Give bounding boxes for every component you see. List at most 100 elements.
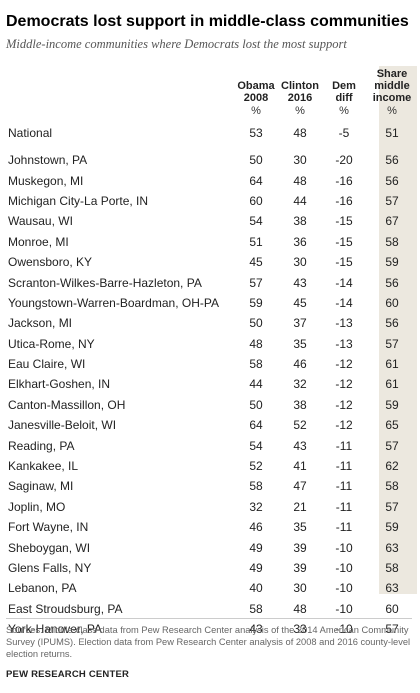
cell-obama-2008: 64 xyxy=(249,418,263,433)
name-column-header xyxy=(6,58,234,104)
row-label: Youngstown-Warren-Boardman, OH-PA xyxy=(8,295,219,310)
column-unit-label: % xyxy=(339,105,349,117)
cell-dem-diff: -15 xyxy=(335,234,353,249)
row-label: Reading, PA xyxy=(8,438,75,453)
cell-dem-diff: -10 xyxy=(335,601,353,616)
name-unit-cell xyxy=(6,104,234,122)
cell-dem-diff: -5 xyxy=(338,126,350,140)
cell-clinton-2016: 47 xyxy=(293,479,307,494)
table-row: Glens Falls, NY 49 39 -10 58 xyxy=(6,558,418,578)
chart-subtitle: Middle-income communities where Democrat… xyxy=(6,37,347,51)
cell-share-middle-income: 58 xyxy=(385,479,399,494)
row-label: Fort Wayne, IN xyxy=(8,520,89,535)
cell-share-middle-income: 62 xyxy=(385,459,399,474)
row-label: Joplin, MO xyxy=(8,499,66,514)
cell-share-middle-income: 58 xyxy=(385,561,399,575)
cell-share-middle-income: 61 xyxy=(385,377,399,392)
column-header-text: Clinton xyxy=(281,80,319,92)
column-unit-label: % xyxy=(295,105,305,117)
chart-title: Democrats lost support in middle-class c… xyxy=(6,13,409,30)
column-header-text: Obama xyxy=(237,80,275,92)
cell-clinton-2016: 41 xyxy=(293,459,307,474)
column-header-text: income xyxy=(372,92,412,104)
row-label: Scranton-Wilkes-Barre-Hazleton, PA xyxy=(8,275,202,290)
cell-share-middle-income: 67 xyxy=(385,214,399,229)
column-header-text: 2016 xyxy=(287,92,313,104)
cell-share-middle-income: 65 xyxy=(385,418,399,433)
column-header-text: diff xyxy=(335,92,353,104)
cell-obama-2008: 48 xyxy=(249,336,263,351)
cell-obama-2008: 54 xyxy=(249,438,263,453)
cell-dem-diff: -10 xyxy=(335,540,353,555)
cell-clinton-2016: 36 xyxy=(293,234,307,249)
cell-clinton-2016: 48 xyxy=(293,601,307,616)
table-row: Monroe, MI 51 36 -15 58 xyxy=(6,232,418,252)
cell-share-middle-income: 63 xyxy=(385,581,399,596)
row-label: Lebanon, PA xyxy=(8,581,77,596)
cell-dem-diff: -20 xyxy=(335,153,353,168)
cell-clinton-2016: 37 xyxy=(293,316,307,331)
cell-share-middle-income: 57 xyxy=(385,499,399,514)
row-label: Owensboro, KY xyxy=(8,255,93,270)
table-row: Kankakee, IL 52 41 -11 62 xyxy=(6,456,418,476)
cell-dem-diff: -15 xyxy=(335,255,353,270)
row-label: Sheboygan, WI xyxy=(8,540,91,555)
row-label: Kankakee, IL xyxy=(8,459,79,474)
row-label: Muskegon, MI xyxy=(8,173,84,188)
cell-clinton-2016: 48 xyxy=(293,173,307,188)
cell-obama-2008: 58 xyxy=(249,357,263,372)
cell-share-middle-income: 56 xyxy=(385,275,399,290)
cell-clinton-2016: 38 xyxy=(293,397,307,412)
column-unit-label: % xyxy=(251,105,261,117)
share-column-shading xyxy=(379,66,417,594)
row-label: Monroe, MI xyxy=(8,234,69,249)
cell-dem-diff: -10 xyxy=(335,581,353,596)
cell-dem-diff: -12 xyxy=(335,418,353,433)
row-label: Johnstown, PA xyxy=(8,153,88,168)
cell-share-middle-income: 56 xyxy=(385,173,399,188)
cell-share-middle-income: 61 xyxy=(385,357,399,372)
row-label: East Stroudsburg, PA xyxy=(8,601,123,616)
cell-obama-2008: 44 xyxy=(249,377,263,392)
cell-share-middle-income: 57 xyxy=(385,336,399,351)
row-label: Saginaw, MI xyxy=(8,479,74,494)
table-body: National 53 48 -5 51 Johnstown, PA 50 30 -20 56 Mu… xyxy=(6,122,418,639)
cell-share-middle-income: 56 xyxy=(385,153,399,168)
cell-clinton-2016: 45 xyxy=(293,295,307,310)
cell-clinton-2016: 35 xyxy=(293,336,307,351)
cell-share-middle-income: 56 xyxy=(385,316,399,331)
table-row: Johnstown, PA 50 30 -20 56 xyxy=(6,150,418,170)
cell-clinton-2016: 21 xyxy=(293,499,307,514)
cell-dem-diff: -12 xyxy=(335,377,353,392)
footer: Sources: Middle-class data from Pew Rese… xyxy=(6,618,412,680)
column-header-share-middle-income: Share middle income xyxy=(366,58,418,104)
column-header-text: 2008 xyxy=(243,92,269,104)
cell-dem-diff: -10 xyxy=(335,622,353,637)
cell-share-middle-income: 51 xyxy=(385,126,399,140)
cell-clinton-2016: 32 xyxy=(293,377,307,392)
cell-dem-diff: -11 xyxy=(335,459,353,474)
cell-share-middle-income: 63 xyxy=(385,540,399,555)
cell-obama-2008: 59 xyxy=(249,295,263,310)
cell-share-middle-income: 58 xyxy=(385,234,399,249)
cell-obama-2008: 57 xyxy=(249,275,263,290)
cell-obama-2008: 51 xyxy=(249,234,263,249)
table-row: Sheboygan, WI 49 39 -10 63 xyxy=(6,537,418,557)
row-label: Utica-Rome, NY xyxy=(8,336,95,351)
table-row: Michigan City-La Porte, IN 60 44 -16 57 xyxy=(6,191,418,211)
cell-obama-2008: 43 xyxy=(249,622,263,637)
units-row: %%%% xyxy=(6,104,418,122)
cell-dem-diff: -11 xyxy=(335,479,353,494)
cell-obama-2008: 50 xyxy=(249,316,263,331)
cell-clinton-2016: 30 xyxy=(293,153,307,168)
column-unit-label: % xyxy=(387,105,397,117)
cell-share-middle-income: 57 xyxy=(385,622,399,637)
table-row: Eau Claire, WI 58 46 -12 61 xyxy=(6,354,418,374)
cell-dem-diff: -15 xyxy=(335,214,353,229)
column-header-row: Obama 2008 Clinton 2016 Dem diff Share middle in… xyxy=(6,58,418,104)
cell-dem-diff: -13 xyxy=(335,336,353,351)
table-row: Jackson, MI 50 37 -13 56 xyxy=(6,313,418,333)
row-label: Glens Falls, NY xyxy=(8,561,92,575)
cell-share-middle-income: 60 xyxy=(385,601,399,616)
